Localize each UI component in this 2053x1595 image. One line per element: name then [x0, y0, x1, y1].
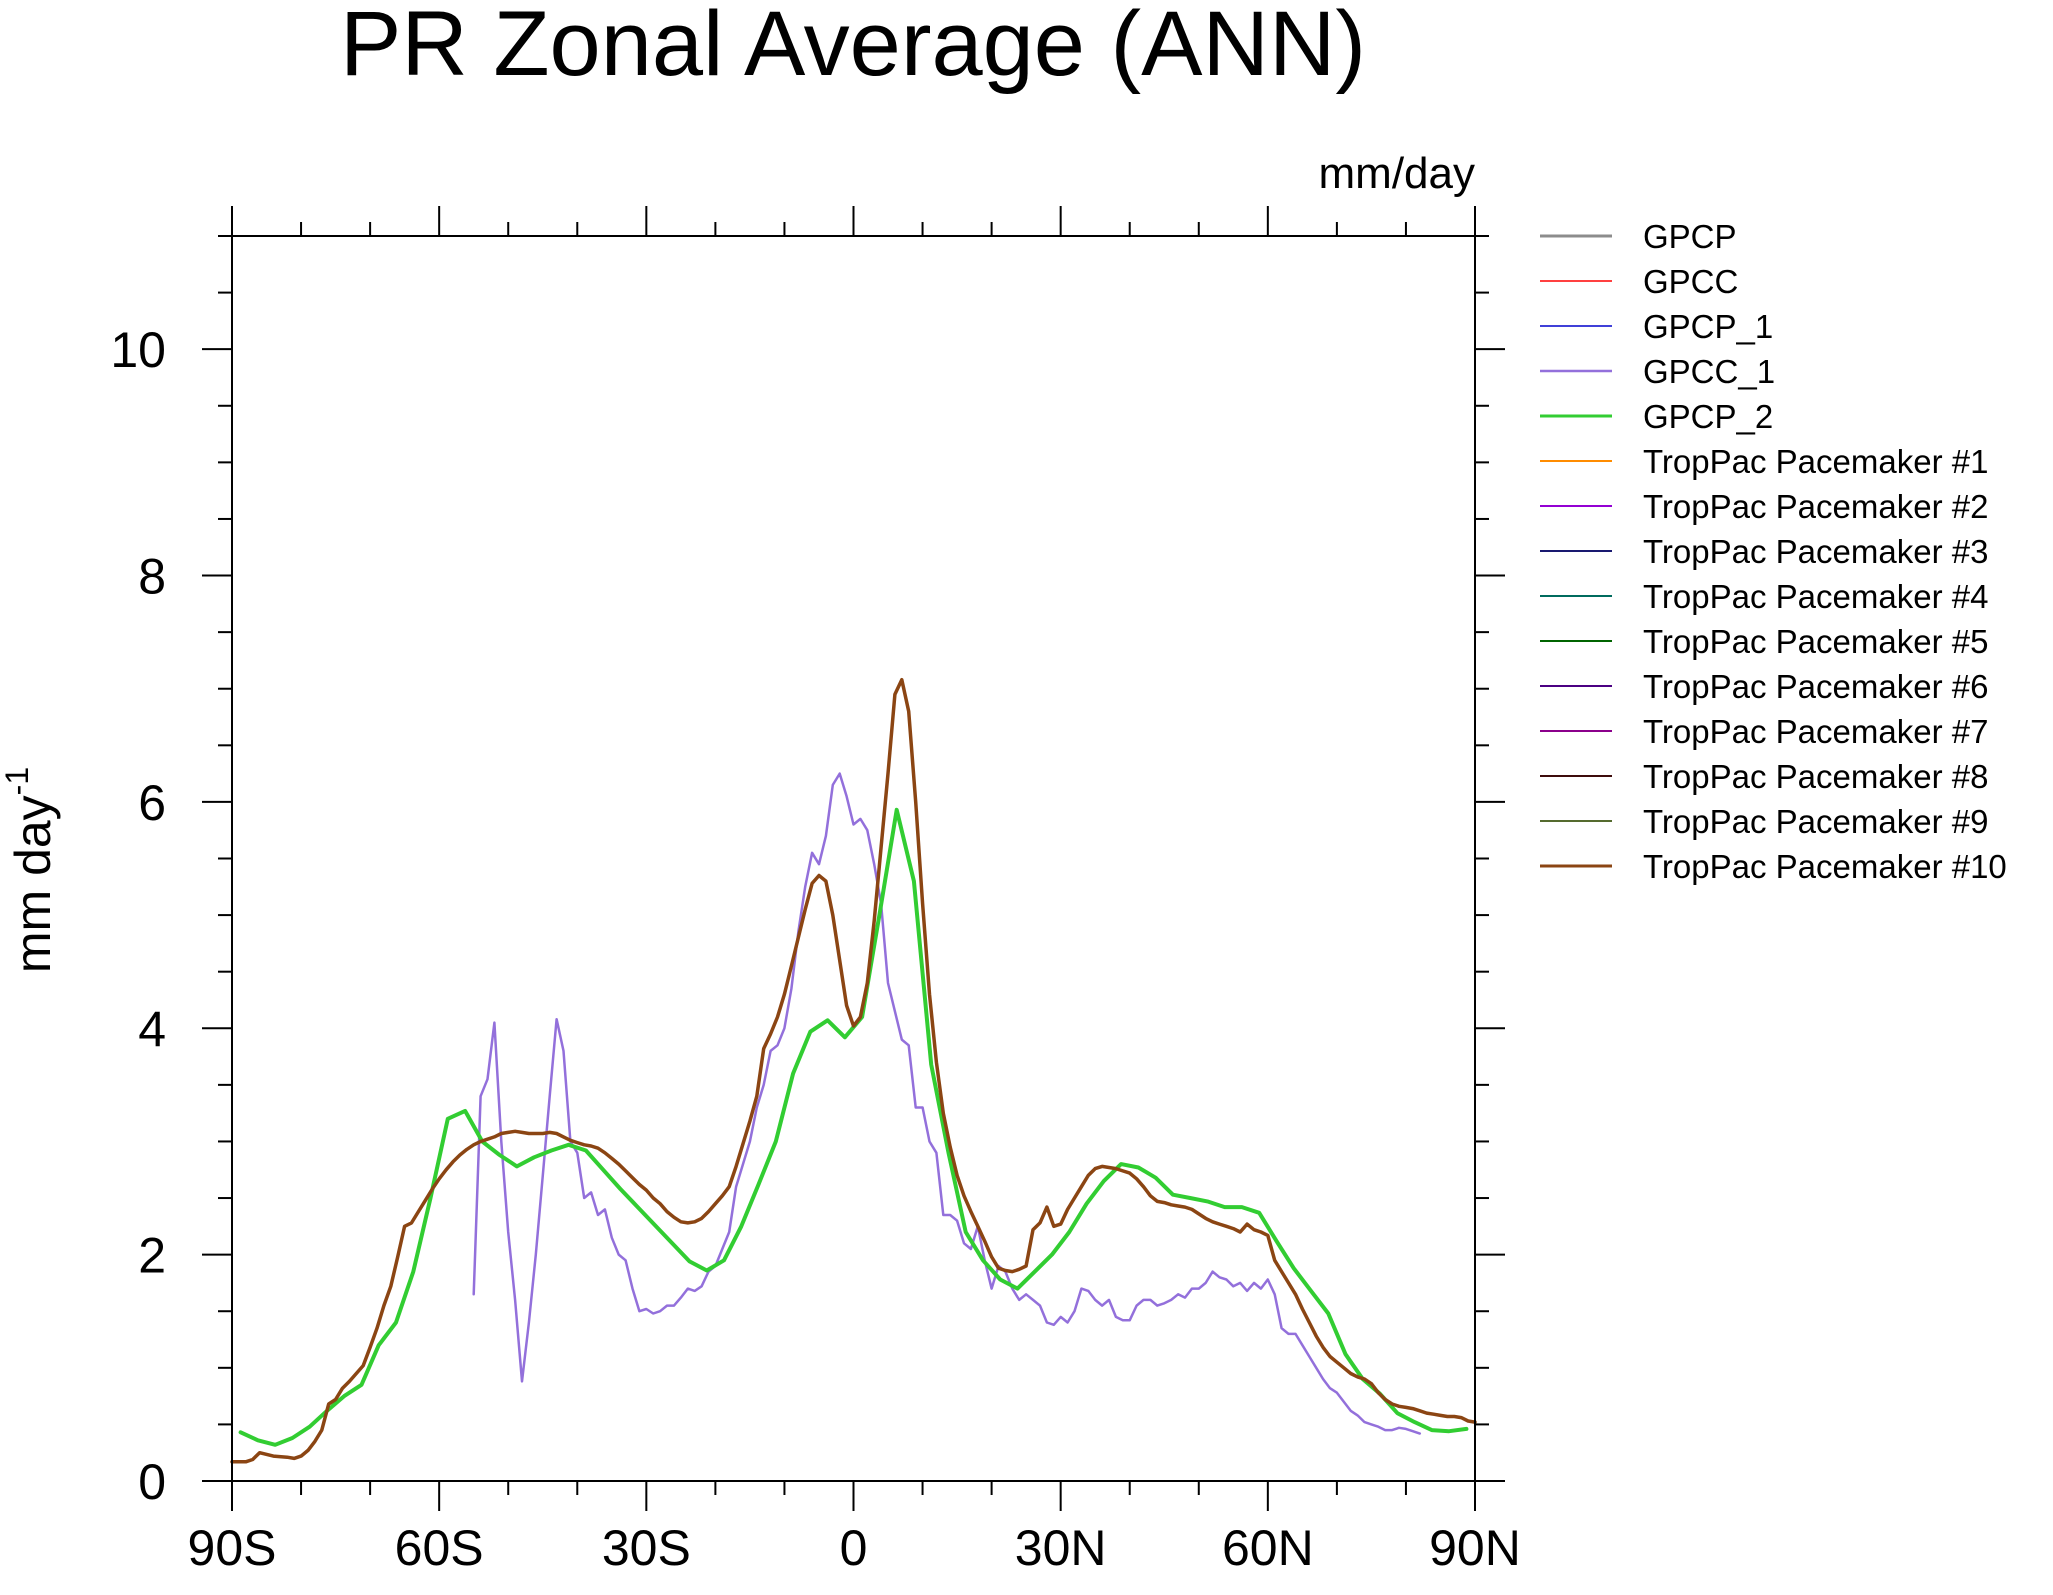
y-axis-label-text: mm day: [5, 795, 61, 973]
legend-entry-label: GPCC_1: [1643, 353, 1775, 390]
x-tick-label: 60S: [395, 1520, 484, 1576]
y-tick-label: 6: [138, 775, 166, 831]
plot-area: [232, 236, 1475, 1481]
legend-entry-label: TropPac Pacemaker #4: [1643, 578, 1988, 615]
x-tick-label: 90N: [1429, 1520, 1521, 1576]
legend-entry-label: TropPac Pacemaker #7: [1643, 713, 1988, 750]
y-tick-label: 4: [138, 1001, 166, 1057]
legend-entry-label: TropPac Pacemaker #3: [1643, 533, 1988, 570]
legend-entry-label: TropPac Pacemaker #5: [1643, 623, 1988, 660]
legend-entry-label: GPCP: [1643, 218, 1737, 255]
legend-entry-label: TropPac Pacemaker #1: [1643, 443, 1988, 480]
legend-entry-label: GPCP_2: [1643, 398, 1773, 435]
axes-layer: 90S 60S 30S 0 30N 60N 90N 0 2 4 6 8 10: [110, 206, 1521, 1576]
y-tick-label: 10: [110, 322, 166, 378]
legend-entry-label: GPCC: [1643, 263, 1738, 300]
legend-entry-label: TropPac Pacemaker #8: [1643, 758, 1988, 795]
chart-title: PR Zonal Average (ANN): [340, 0, 1366, 95]
y-tick-label: 0: [138, 1454, 166, 1510]
units-label: mm/day: [1319, 149, 1475, 198]
y-tick-label: 2: [138, 1228, 166, 1284]
y-axis-label-group: mm day-1: [0, 767, 61, 973]
x-tick-label: 30S: [602, 1520, 691, 1576]
x-tick-label: 0: [840, 1520, 868, 1576]
series-layer: [230, 677, 1477, 1464]
y-axis-label: mm day-1: [0, 767, 61, 973]
series-line-troppac-pacemaker-10: [230, 677, 1477, 1464]
legend-entry-label: TropPac Pacemaker #2: [1643, 488, 1988, 525]
x-tick-label: 30N: [1015, 1520, 1107, 1576]
x-tick-label: 90S: [188, 1520, 277, 1576]
legend: GPCP GPCC GPCP_1 GPCC_1 GPCP_2 TropPac Pacema…: [1540, 218, 2007, 885]
y-tick-label: 8: [138, 549, 166, 605]
x-tick-label: 60N: [1222, 1520, 1314, 1576]
series-line-gpcc-1: [472, 772, 1422, 1435]
legend-entry-label: GPCP_1: [1643, 308, 1773, 345]
y-axis-label-superscript: -1: [0, 767, 35, 795]
legend-entry-label: TropPac Pacemaker #10: [1643, 848, 2007, 885]
legend-entry-label: TropPac Pacemaker #6: [1643, 668, 1988, 705]
legend-entry-label: TropPac Pacemaker #9: [1643, 803, 1988, 840]
